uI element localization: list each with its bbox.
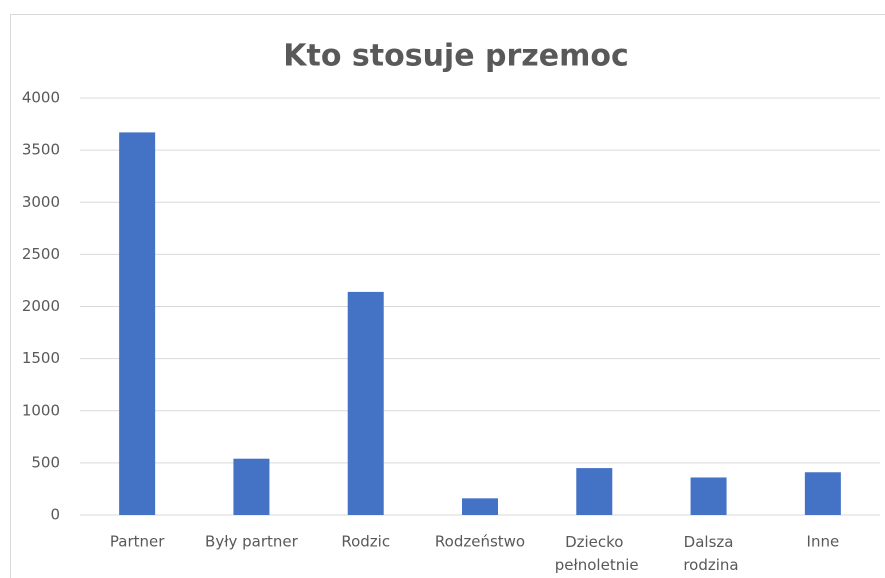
bar — [462, 498, 498, 515]
chart-border — [10, 14, 885, 578]
y-tick-label: 3000 — [22, 193, 60, 211]
y-tick-label: 3500 — [22, 141, 60, 159]
chart-title: Kto stosuje przemoc — [283, 39, 628, 74]
x-tick-label: Dalsza rodzina — [679, 533, 739, 574]
bar — [347, 291, 384, 515]
x-tick-label: Dziecko pełnoletnie — [550, 533, 639, 574]
y-tick-label: 500 — [31, 453, 60, 471]
y-tick-label: 2000 — [22, 297, 60, 315]
x-tick-label: Rodzeństwo — [435, 533, 525, 551]
y-tick-label: 1000 — [22, 401, 60, 419]
bar — [233, 458, 270, 515]
y-tick-label: 2500 — [22, 245, 60, 263]
x-tick-label: Partner — [110, 533, 165, 551]
x-tick-label: Inne — [807, 533, 840, 551]
bar — [690, 477, 727, 515]
x-tick-label: Były partner — [205, 533, 299, 551]
bar — [576, 468, 613, 515]
y-tick-label: 0 — [50, 506, 60, 524]
y-tick-label: 1500 — [22, 349, 60, 367]
bar — [119, 132, 156, 515]
x-tick-label: Rodzic — [341, 533, 390, 551]
y-tick-label: 4000 — [22, 89, 60, 107]
bar — [804, 472, 841, 515]
